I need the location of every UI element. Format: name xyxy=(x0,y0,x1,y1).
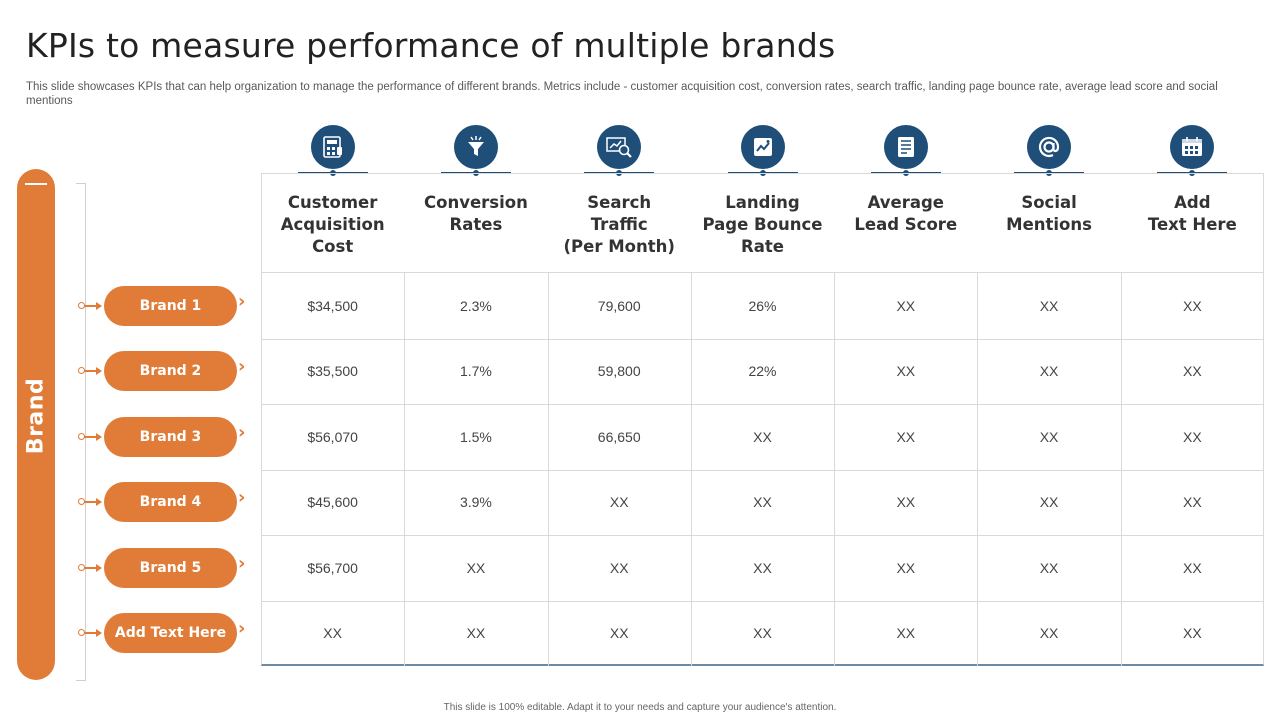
chevron-right-icon: › xyxy=(238,487,246,509)
table-cell: 66,650 xyxy=(597,428,641,445)
brand-row-label: Brand 5 › xyxy=(78,547,258,588)
table-border xyxy=(261,173,1264,666)
brand-connector-arrow xyxy=(78,301,102,310)
calculator-icon xyxy=(310,125,355,169)
brand-pill: Add Text Here xyxy=(104,613,237,654)
row-divider xyxy=(261,469,1264,471)
brand-axis-bar xyxy=(17,169,55,680)
chevron-right-icon: › xyxy=(238,356,246,378)
brand-connector-arrow xyxy=(78,563,102,572)
table-cell: XX xyxy=(896,363,916,380)
table-cell: 1.5% xyxy=(459,428,492,445)
table-cell: XX xyxy=(896,428,916,445)
table-cell: XX xyxy=(753,625,772,642)
kpi-header: Landing Page Bounce Rate xyxy=(690,173,835,273)
table-cell: 2.3% xyxy=(459,297,492,314)
landing-page-icon xyxy=(740,125,785,169)
table-cell: XX xyxy=(1039,297,1059,314)
table-cell: XX xyxy=(753,559,772,576)
table-cell: XX xyxy=(609,625,629,642)
table-cell: 26% xyxy=(748,297,777,314)
table-cell: XX xyxy=(609,494,629,511)
table-cell: 3.9% xyxy=(459,494,492,511)
table-cell: XX xyxy=(1183,494,1202,511)
table-cell: XX xyxy=(1183,625,1202,642)
table-cell: XX xyxy=(1183,297,1202,314)
brand-row-label: Brand 3 › xyxy=(78,416,258,457)
kpi-header: Average Lead Score xyxy=(834,173,978,273)
table-cell: XX xyxy=(1039,428,1059,445)
kpi-table: Customer Acquisition Cost Conversion Rate… xyxy=(261,173,1264,666)
table-cell: XX xyxy=(1039,363,1059,380)
brand-pill: Brand 3 xyxy=(104,416,237,457)
table-cell: XX xyxy=(1039,559,1059,576)
scorecard-icon xyxy=(883,125,928,169)
brand-connector-arrow xyxy=(78,629,102,638)
table-cell: $45,600 xyxy=(307,494,358,511)
table-cell: XX xyxy=(1039,494,1059,511)
brand-pill: Brand 2 xyxy=(104,351,237,392)
brand-connector-arrow xyxy=(78,367,102,376)
table-cell: XX xyxy=(896,559,916,576)
kpi-header: Conversion Rates xyxy=(404,173,548,273)
kpi-header: Search Traffic (Per Month) xyxy=(547,173,691,273)
row-divider xyxy=(261,404,1264,405)
table-cell: XX xyxy=(1183,428,1202,445)
at-sign-icon xyxy=(1027,125,1072,169)
table-cell: XX xyxy=(1183,559,1202,576)
table-cell: XX xyxy=(466,625,486,642)
table-cell: XX xyxy=(753,428,772,445)
table-cell: XX xyxy=(753,494,772,511)
chevron-right-icon: › xyxy=(238,552,246,574)
funnel-icon xyxy=(453,125,498,169)
chevron-right-icon: › xyxy=(238,421,246,443)
table-cell: $34,500 xyxy=(307,297,358,314)
table-cell: $56,700 xyxy=(307,559,358,576)
table-cell: XX xyxy=(896,625,916,642)
brand-pill: Brand 4 xyxy=(104,482,237,523)
brand-bar-accent-line xyxy=(25,183,47,185)
search-chart-icon xyxy=(597,125,642,169)
table-cell: XX xyxy=(466,559,486,576)
table-cell: $56,070 xyxy=(307,428,358,445)
brand-connector-arrow xyxy=(78,432,102,441)
row-divider xyxy=(261,600,1264,602)
kpi-header: Add Text Here xyxy=(1120,173,1264,273)
table-cell: $35,500 xyxy=(307,363,358,380)
row-divider xyxy=(261,535,1264,536)
footer-note: This slide is 100% editable. Adapt it to… xyxy=(443,702,837,713)
row-divider xyxy=(261,338,1264,340)
chevron-right-icon: › xyxy=(238,290,246,312)
brand-row-label: Add Text Here › xyxy=(78,613,258,654)
brand-axis-label: Brand xyxy=(23,377,49,455)
page-title: KPIs to measure performance of multiple … xyxy=(26,26,836,65)
table-cell: 59,800 xyxy=(597,363,641,380)
table-cell: XX xyxy=(896,297,916,314)
table-cell: XX xyxy=(609,559,629,576)
table-cell: 1.7% xyxy=(459,363,492,380)
calendar-calculator-icon xyxy=(1170,125,1215,169)
table-cell: XX xyxy=(896,494,916,511)
chevron-right-icon: › xyxy=(238,618,246,640)
brand-pill: Brand 1 xyxy=(104,285,237,326)
table-cell: XX xyxy=(1183,363,1202,380)
brand-bracket xyxy=(76,183,86,681)
table-cell: XX xyxy=(323,625,342,642)
kpi-header: Social Mentions xyxy=(977,173,1121,273)
table-cell: 79,600 xyxy=(597,297,641,314)
page-subtitle: This slide showcases KPIs that can help … xyxy=(26,81,1218,107)
brand-row-label: Brand 4 › xyxy=(78,482,258,523)
brand-row-label: Brand 1 › xyxy=(78,285,258,326)
kpi-header: Customer Acquisition Cost xyxy=(261,173,405,273)
brand-row-label: Brand 2 › xyxy=(78,351,258,392)
table-cell: XX xyxy=(1039,625,1059,642)
brand-connector-arrow xyxy=(78,498,102,507)
brand-pill: Brand 5 xyxy=(104,547,237,588)
table-cell: 22% xyxy=(748,363,777,380)
